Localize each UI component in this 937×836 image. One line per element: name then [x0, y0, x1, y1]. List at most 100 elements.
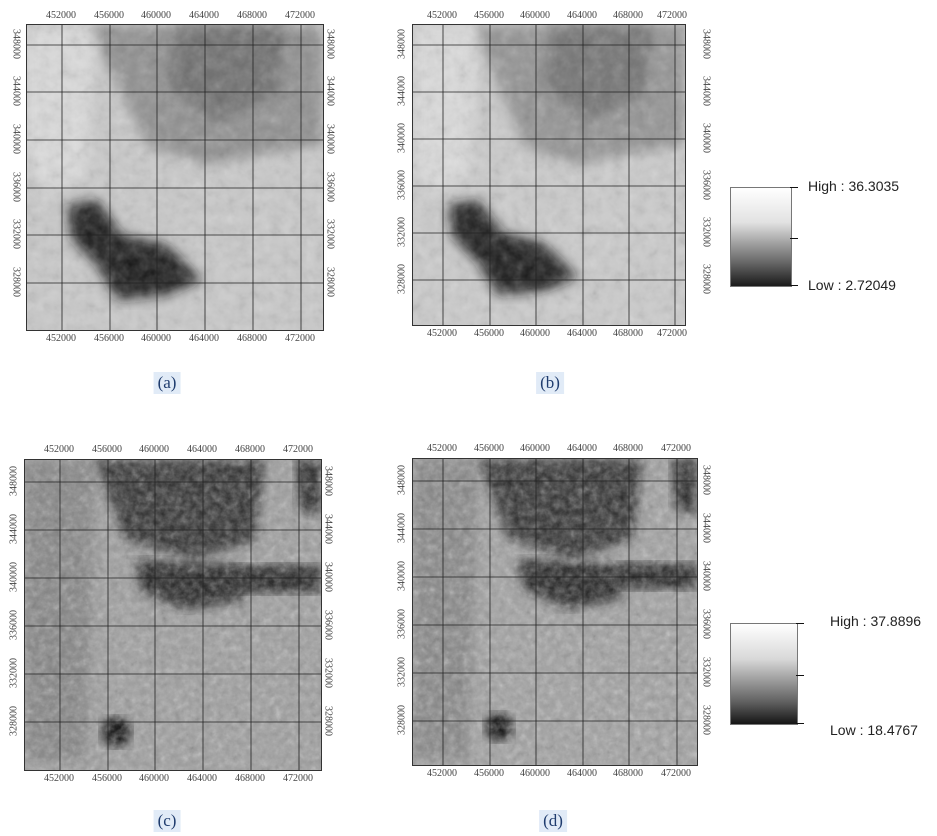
right-tick: 344000	[700, 513, 712, 543]
caption-d: (d)	[539, 810, 567, 832]
top-tick: 464000	[189, 10, 219, 21]
map-c	[24, 459, 322, 771]
left-tick: 336000	[10, 172, 22, 202]
top-tick: 472000	[657, 10, 687, 21]
right-tick: 332000	[700, 217, 712, 247]
right-tick: 340000	[322, 562, 334, 592]
bottom-tick: 472000	[661, 768, 691, 779]
top-tick: 468000	[613, 10, 643, 21]
right-tick: 336000	[700, 170, 712, 200]
bottom-tick: 456000	[92, 773, 122, 784]
top-tick: 452000	[44, 444, 74, 455]
right-tick: 336000	[700, 609, 712, 639]
top-tick: 464000	[567, 10, 597, 21]
bottom-tick: 472000	[657, 328, 687, 339]
map-a	[26, 24, 324, 331]
right-tick: 328000	[700, 705, 712, 735]
map-d	[412, 458, 698, 766]
right-tick: 336000	[324, 172, 336, 202]
bottom-tick: 456000	[94, 333, 124, 344]
bottom-tick: 464000	[567, 768, 597, 779]
right-tick: 344000	[700, 76, 712, 106]
bottom-tick: 452000	[427, 328, 457, 339]
right-tick: 348000	[700, 465, 712, 495]
left-tick: 348000	[396, 29, 408, 59]
legend-gradient-bar	[730, 187, 792, 287]
right-tick: 340000	[700, 561, 712, 591]
top-tick: 452000	[427, 443, 457, 454]
left-tick: 328000	[396, 264, 408, 294]
legend-tick-line	[796, 675, 804, 676]
left-tick: 348000	[396, 465, 408, 495]
left-tick: 344000	[396, 76, 408, 106]
top-tick: 456000	[94, 10, 124, 21]
right-tick: 332000	[700, 657, 712, 687]
legend-low-label: Low : 2.72049	[808, 277, 896, 293]
legend-low-label: Low : 18.4767	[830, 722, 918, 738]
right-tick: 344000	[324, 76, 336, 106]
left-tick: 328000	[10, 267, 22, 297]
top-tick: 468000	[613, 443, 643, 454]
legend-high-label: High : 36.3035	[808, 178, 900, 194]
top-tick: 456000	[474, 443, 504, 454]
left-tick: 332000	[10, 219, 22, 249]
left-tick: 344000	[396, 513, 408, 543]
left-tick: 332000	[396, 657, 408, 687]
bottom-tick: 464000	[567, 328, 597, 339]
legend-tick-line	[790, 187, 798, 188]
top-tick: 472000	[285, 10, 315, 21]
right-tick: 328000	[322, 706, 334, 736]
top-tick: 460000	[520, 10, 550, 21]
bottom-tick: 456000	[474, 768, 504, 779]
legend-tick-line	[796, 623, 804, 624]
legend-high-label: High : 37.8896	[830, 613, 922, 629]
bottom-tick: 468000	[613, 768, 643, 779]
right-tick: 348000	[324, 29, 336, 59]
left-tick: 344000	[10, 76, 22, 106]
left-tick: 340000	[396, 123, 408, 153]
bottom-tick: 468000	[235, 773, 265, 784]
right-tick: 332000	[322, 658, 334, 688]
right-tick: 348000	[700, 29, 712, 59]
caption-b: (b)	[536, 372, 564, 394]
bottom-tick: 456000	[474, 328, 504, 339]
left-tick: 332000	[396, 217, 408, 247]
left-tick: 344000	[8, 514, 20, 544]
left-tick: 340000	[8, 562, 20, 592]
bottom-tick: 472000	[285, 333, 315, 344]
top-tick: 452000	[427, 10, 457, 21]
left-tick: 336000	[8, 610, 20, 640]
legend-tick-line	[790, 238, 798, 239]
bottom-tick: 460000	[520, 328, 550, 339]
top-tick: 452000	[46, 10, 76, 21]
bottom-tick: 460000	[520, 768, 550, 779]
left-tick: 340000	[10, 124, 22, 154]
bottom-tick: 460000	[139, 773, 169, 784]
top-tick: 472000	[661, 443, 691, 454]
bottom-tick: 452000	[46, 333, 76, 344]
bottom-tick: 468000	[237, 333, 267, 344]
right-tick: 336000	[322, 610, 334, 640]
top-tick: 460000	[141, 10, 171, 21]
left-tick: 348000	[8, 466, 20, 496]
top-tick: 460000	[520, 443, 550, 454]
right-tick: 328000	[324, 267, 336, 297]
left-tick: 332000	[8, 658, 20, 688]
top-tick: 460000	[139, 444, 169, 455]
left-tick: 328000	[8, 706, 20, 736]
bottom-tick: 464000	[189, 333, 219, 344]
legend-tick-line	[790, 285, 798, 286]
top-tick: 468000	[237, 10, 267, 21]
map-b	[412, 24, 686, 326]
top-tick: 468000	[235, 444, 265, 455]
right-tick: 340000	[324, 124, 336, 154]
bottom-tick: 468000	[613, 328, 643, 339]
bottom-tick: 472000	[283, 773, 313, 784]
right-tick: 348000	[322, 466, 334, 496]
legend-gradient-bar	[730, 623, 798, 725]
top-tick: 464000	[187, 444, 217, 455]
bottom-tick: 464000	[187, 773, 217, 784]
top-tick: 456000	[92, 444, 122, 455]
left-tick: 336000	[396, 609, 408, 639]
top-tick: 456000	[474, 10, 504, 21]
